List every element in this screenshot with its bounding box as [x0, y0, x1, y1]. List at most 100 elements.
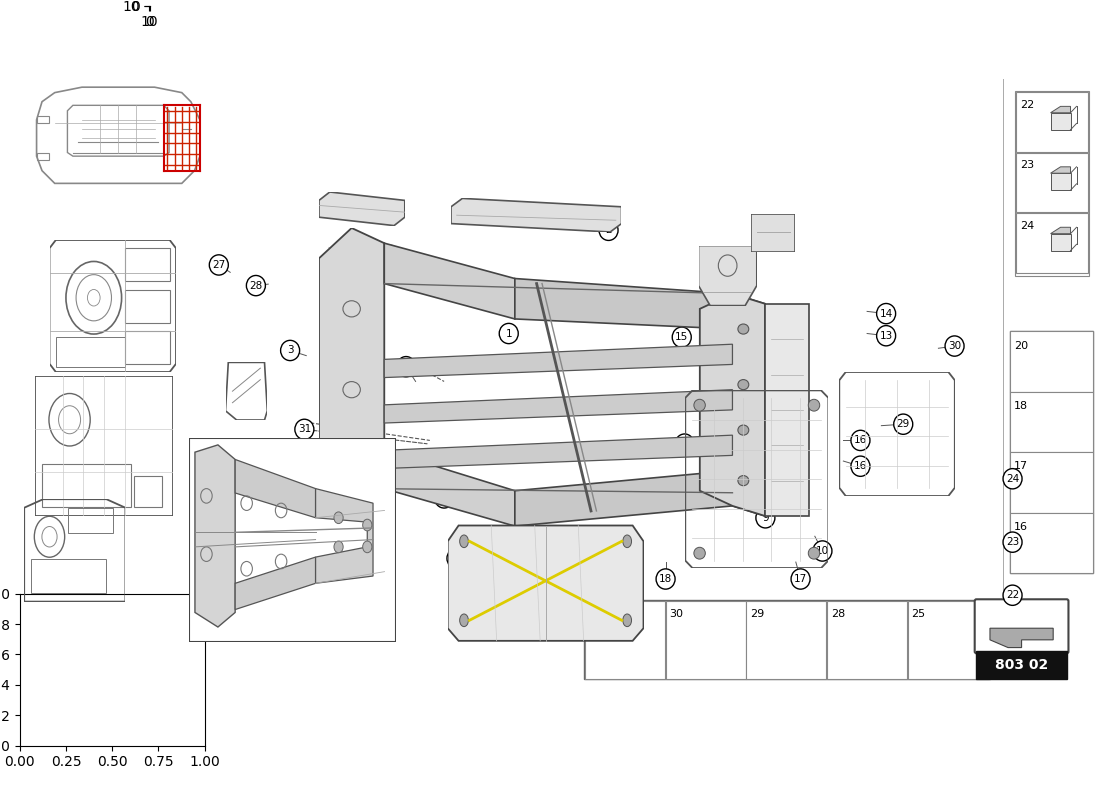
Polygon shape	[451, 198, 622, 232]
Bar	[1010, 452, 1093, 513]
Text: 10: 10	[816, 546, 829, 556]
Text: 6: 6	[585, 545, 592, 554]
Text: 803 02: 803 02	[996, 658, 1048, 672]
Bar	[766, 304, 808, 516]
Circle shape	[623, 614, 631, 626]
Circle shape	[334, 541, 343, 553]
Circle shape	[434, 488, 453, 508]
Circle shape	[738, 379, 749, 390]
Text: 20: 20	[1014, 341, 1028, 350]
Text: EUROPÈCES: EUROPÈCES	[292, 326, 958, 422]
Text: 18: 18	[659, 574, 672, 584]
Circle shape	[945, 336, 964, 356]
Bar	[68, 508, 112, 534]
Circle shape	[768, 463, 786, 484]
Text: 2: 2	[605, 226, 612, 235]
Text: 12: 12	[778, 405, 791, 414]
Circle shape	[397, 357, 416, 377]
Bar	[125, 248, 169, 282]
Circle shape	[363, 541, 372, 553]
Bar	[1010, 331, 1093, 392]
Polygon shape	[235, 557, 316, 610]
Text: 23: 23	[1020, 160, 1034, 170]
Bar	[125, 290, 169, 322]
Polygon shape	[384, 390, 733, 423]
Text: 16: 16	[1014, 522, 1028, 532]
Circle shape	[246, 275, 265, 296]
Circle shape	[499, 323, 518, 344]
Bar	[1010, 331, 1093, 573]
Circle shape	[571, 488, 590, 508]
Polygon shape	[384, 450, 515, 526]
Text: 15: 15	[675, 332, 689, 342]
Circle shape	[1003, 532, 1022, 552]
Polygon shape	[384, 344, 733, 378]
Bar	[977, 651, 1067, 678]
Text: 30: 30	[948, 341, 961, 351]
Text: 1: 1	[505, 329, 513, 338]
Text: 24: 24	[1020, 221, 1034, 230]
Polygon shape	[515, 278, 766, 339]
Circle shape	[893, 414, 913, 434]
Circle shape	[600, 220, 618, 241]
Text: 29: 29	[896, 419, 910, 429]
Text: 9: 9	[762, 513, 769, 523]
Bar	[584, 600, 990, 679]
Text: 16: 16	[854, 462, 867, 471]
Circle shape	[813, 541, 832, 561]
Circle shape	[851, 456, 870, 476]
Circle shape	[365, 382, 384, 402]
Text: 31: 31	[350, 471, 363, 481]
Text: 27: 27	[212, 260, 226, 270]
Text: a passion for parts since 1985: a passion for parts since 1985	[426, 396, 824, 478]
Bar	[1016, 214, 1088, 273]
FancyBboxPatch shape	[975, 599, 1068, 654]
Circle shape	[738, 475, 749, 486]
Circle shape	[694, 547, 705, 559]
Circle shape	[579, 539, 598, 560]
Text: 19: 19	[368, 387, 382, 398]
Circle shape	[808, 399, 820, 411]
Circle shape	[363, 519, 372, 531]
Circle shape	[1003, 585, 1022, 606]
Text: 30: 30	[669, 609, 683, 618]
Circle shape	[694, 399, 705, 411]
Bar	[1010, 392, 1093, 452]
Bar	[1010, 513, 1093, 573]
Circle shape	[738, 324, 749, 334]
Text: 4: 4	[240, 530, 246, 540]
Text: 16: 16	[854, 435, 867, 446]
Circle shape	[447, 548, 466, 569]
Text: 31: 31	[298, 424, 311, 434]
Bar	[1016, 153, 1088, 213]
Bar	[56, 338, 125, 367]
Text: 18: 18	[1014, 401, 1028, 411]
Polygon shape	[700, 294, 766, 516]
Polygon shape	[1050, 106, 1070, 113]
Polygon shape	[319, 228, 384, 511]
Bar	[134, 476, 162, 507]
Text: 7: 7	[576, 493, 583, 503]
Text: 24: 24	[1005, 474, 1020, 484]
Bar	[827, 601, 908, 678]
Circle shape	[460, 614, 469, 626]
Bar	[747, 601, 826, 678]
Text: 28: 28	[250, 281, 263, 290]
Circle shape	[808, 547, 820, 559]
Text: 22: 22	[1005, 590, 1020, 600]
Circle shape	[656, 569, 675, 589]
Bar	[1050, 174, 1070, 190]
Bar	[42, 463, 132, 507]
Text: 25: 25	[912, 609, 925, 618]
Bar	[1014, 90, 1089, 276]
Text: 29: 29	[750, 609, 764, 618]
Circle shape	[334, 512, 343, 523]
Circle shape	[791, 569, 810, 589]
Text: 11: 11	[770, 469, 783, 478]
Circle shape	[370, 245, 389, 265]
Text: 21: 21	[450, 554, 463, 563]
Polygon shape	[1050, 227, 1070, 234]
Circle shape	[877, 303, 895, 324]
Circle shape	[877, 326, 895, 346]
Circle shape	[209, 255, 229, 275]
